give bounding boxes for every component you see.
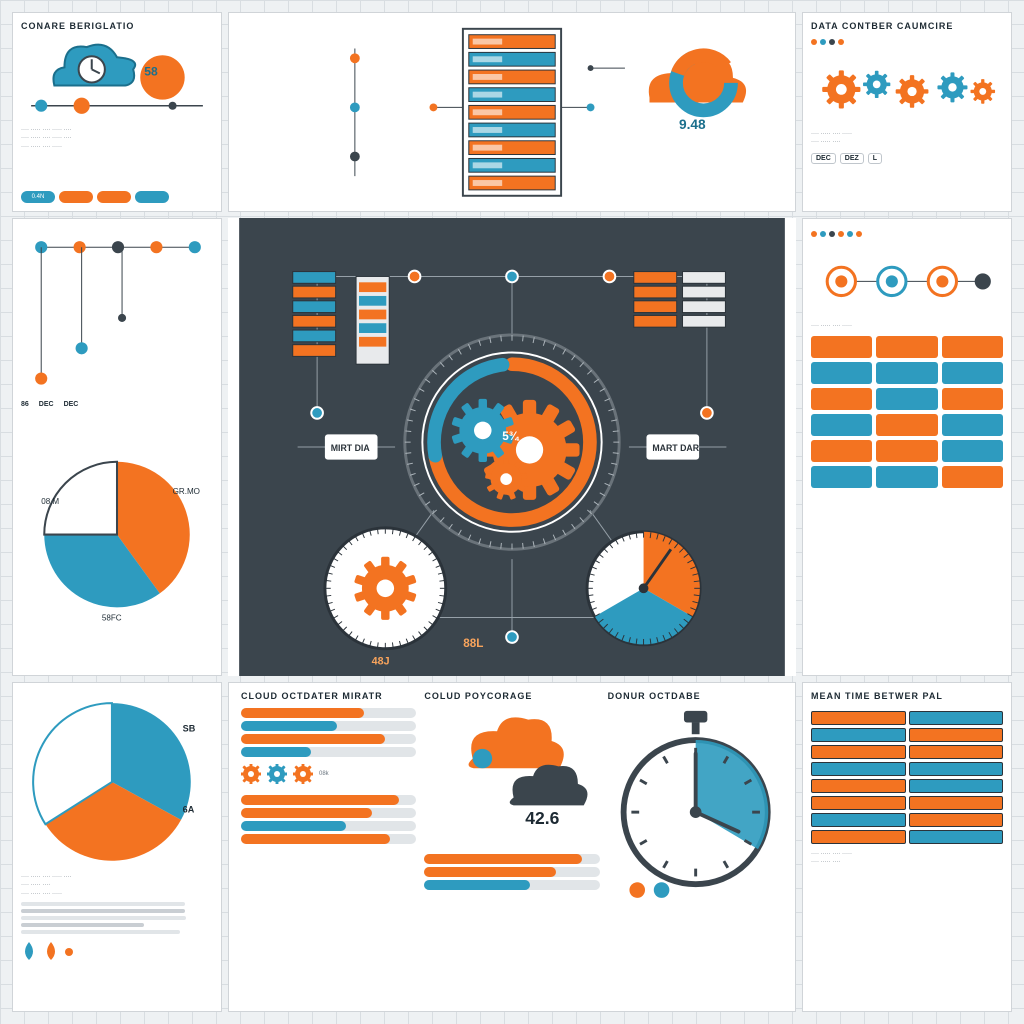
panel-title: DATA CONTBER CAUMCIRE [811,21,1003,31]
tag-row: DECDEZL [811,153,1003,164]
central-hub-diagram: MIRT DIA MART DAR 5¾ 48J [228,218,796,676]
svg-text:48J: 48J [372,655,390,667]
cloud-values-icon: 225 42.6 [424,705,599,851]
timeline-diagram [21,227,213,399]
panel-top-left: CONARE BERIGLATIO 58 ···· ····· ···· ···… [12,12,222,212]
svg-text:SB: SB [183,723,196,733]
col-title: DONUR OCTDABE [608,691,783,701]
svg-text:MIRT DIA: MIRT DIA [331,443,371,453]
bar-group-lower [241,792,416,847]
pie-chart-bottom: SB 6A [21,691,213,873]
panel-mid-right: ···· ····· ···· ····· [802,218,1012,676]
svg-text:42.6: 42.6 [526,808,560,828]
svg-text:MART DAR: MART DAR [652,443,699,453]
node-network-icon [811,241,1003,322]
pie-chart-left: GR.MO 08.M 58FC [21,412,213,667]
panel-bottom-mid: CLOUD OCTDATER MIRATR 08k COLUD POYCORAG… [228,682,796,1012]
stacked-bars [811,711,1003,844]
svg-text:6A: 6A [183,804,195,814]
svg-text:88L: 88L [463,637,483,650]
legend-lines [21,902,213,934]
panel-bottom-right: MEAN TIME BETWER PAL ···· ····· ···· ···… [802,682,1012,1012]
svg-text:5¾: 5¾ [502,430,520,443]
pie-label: GR.MO [173,487,200,496]
bar-group [241,705,416,760]
panel-center: MIRT DIA MART DAR 5¾ 48J [228,218,796,676]
panel-title: MEAN TIME BETWER PAL [811,691,1003,701]
dot-row [811,231,1003,237]
dot-row [811,39,1003,45]
status-grid [811,336,1003,488]
panel-title: CONARE BERIGLATIO [21,21,213,31]
bar-group-mid [424,851,599,893]
col-title: CLOUD OCTDATER MIRATR [241,691,416,701]
panel-mid-left: 86 DEC DEC GR.MO 08.M 58FC [12,218,222,676]
gear-cluster-icon [811,49,1003,130]
pill-row: 0.4N [21,191,213,203]
pie-label: 08.M [41,497,59,506]
panel-top-mid: 9.48 [228,12,796,212]
axis-label: DEC [64,401,79,408]
cloud-value: 58 [144,64,158,78]
col-title: COLUD POYCORAGE [424,691,599,701]
axis-label: DEC [39,401,54,408]
gear-row: 08k [241,764,416,784]
cloud-clock-icon: 58 [21,35,213,126]
svg-text:225: 225 [469,778,502,800]
stopwatch-icon [608,705,783,900]
placeholder-text: ···· ····· ···· ····· ········ ····· ···… [21,126,213,151]
drop-icons [21,942,213,962]
axis-label: 86 [21,401,29,408]
pie-label: 58FC [102,613,122,622]
server-cloud-diagram: 9.48 [237,19,787,206]
panel-top-right: DATA CONTBER CAUMCIRE ···· ····· ···· ··… [802,12,1012,212]
svg-text:9.48: 9.48 [679,117,706,132]
panel-bottom-left: SB 6A ···· ····· ···· ····· ········ ···… [12,682,222,1012]
